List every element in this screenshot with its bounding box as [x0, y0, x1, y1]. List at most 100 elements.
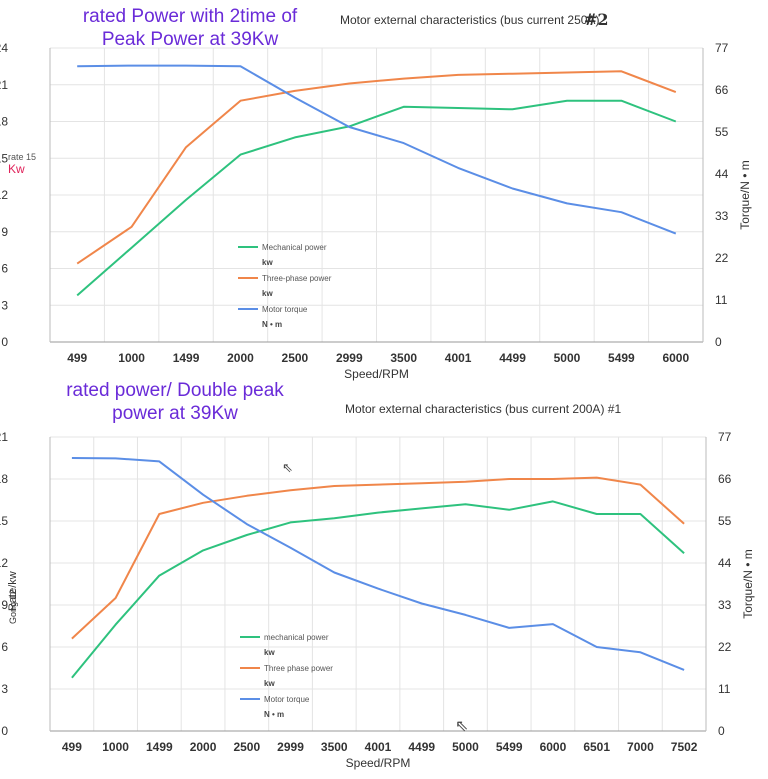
series-line-mechanical-power — [76, 99, 677, 297]
x-tick-label: 5000 — [452, 740, 479, 754]
y-tick-label-left: 24 — [0, 41, 8, 55]
chart-title-bottom: Motor external characteristics (bus curr… — [345, 402, 622, 416]
x-tick-label: 3500 — [390, 351, 417, 365]
y-tick-label-right: 66 — [718, 472, 732, 486]
y-tick-label-left: 18 — [0, 115, 8, 129]
legend-unit: kw — [264, 648, 275, 657]
x-tick-label: 5000 — [554, 351, 581, 365]
y-tick-label-right: 66 — [715, 83, 729, 97]
y-tick-label-right: 33 — [715, 209, 729, 223]
x-tick-label: 1499 — [146, 740, 173, 754]
y-axis-label-right: Torque/N • m — [741, 549, 755, 619]
x-tick-label: 1000 — [118, 351, 145, 365]
x-tick-label: 2000 — [227, 351, 254, 365]
x-axis-label: Speed/RPM — [346, 756, 411, 770]
y-tick-label-left: 3 — [1, 298, 8, 312]
annotation-top: rated Power with 2time of Peak Power at … — [60, 6, 320, 52]
y-axis-label-left: Gong 12 — [8, 589, 18, 624]
y-tick-label-left: 0 — [1, 724, 8, 738]
chart-tag-top: #2 — [584, 10, 609, 29]
series-line-three-phase-power — [71, 476, 685, 640]
legend-label: Mechanical power — [262, 243, 327, 252]
chart-svg-bottom: 0 3 6 9 12 15 18 21 0 11 22 33 44 55 66 77 499 1000 1499 20… — [0, 430, 755, 770]
x-tick-label: 2500 — [233, 740, 260, 754]
y-tick-label-right: 22 — [718, 640, 732, 654]
y-tick-label-left: 18 — [0, 472, 8, 486]
x-tick-label: 6000 — [540, 740, 567, 754]
chart-panel-bottom: rated power/ Double peak power at 39Kw M… — [0, 380, 768, 779]
y-tick-label-left: 0 — [1, 335, 8, 349]
y-tick-label-right: 33 — [718, 598, 732, 612]
x-tick-label: 2999 — [336, 351, 363, 365]
x-tick-label: 499 — [62, 740, 82, 754]
y-tick-label-right: 0 — [718, 724, 725, 738]
chart-svg-top: 0 3 6 9 12 15 18 21 24 0 11 22 33 44 55 66 77 499 1000 1499… — [0, 41, 752, 381]
legend-label: Motor torque — [262, 305, 308, 314]
x-tick-label: 499 — [67, 351, 87, 365]
chart-title-top: Motor external characteristics (bus curr… — [340, 13, 600, 27]
legend-unit: kw — [262, 258, 273, 267]
x-tick-label: 6000 — [662, 351, 689, 365]
y-tick-label-left: 3 — [1, 682, 8, 696]
y-tick-label-right: 55 — [715, 125, 729, 139]
x-tick-label: 7000 — [627, 740, 654, 754]
legend-label: Motor torque — [264, 695, 310, 704]
y-tick-label-right: 77 — [718, 430, 732, 444]
y-tick-label-left: 9 — [1, 598, 8, 612]
x-tick-label: 2500 — [282, 351, 309, 365]
annotation-bottom-line-1: rated power/ Double peak — [66, 380, 284, 401]
annotation-top-line-2: Peak Power at 39Kw — [101, 28, 279, 50]
x-tick-label: 5499 — [608, 351, 635, 365]
y-tick-label-left: 21 — [0, 430, 8, 444]
series-line-motor-torque — [77, 64, 677, 235]
y-axis-label-left: rate 15 — [8, 152, 36, 162]
y-tick-label-right: 44 — [715, 167, 729, 181]
x-tick-label: 4001 — [365, 740, 392, 754]
series-line-motor-torque — [71, 457, 685, 671]
y-axis-label-left: Rate/kw — [7, 571, 19, 611]
x-tick-label: 7502 — [671, 740, 698, 754]
y-tick-label-right: 55 — [718, 514, 732, 528]
x-tick-label: 3500 — [321, 740, 348, 754]
y-tick-label-right: 11 — [715, 293, 728, 307]
mouse-cursor-icon: ⇖ — [455, 718, 469, 735]
legend-unit: kw — [262, 289, 273, 298]
y-tick-label-left: 9 — [1, 225, 8, 239]
x-tick-label: 1499 — [173, 351, 200, 365]
y-axis-label-right: Torque/N • m — [738, 160, 752, 230]
x-tick-label: 4499 — [499, 351, 526, 365]
x-tick-label: 6501 — [583, 740, 610, 754]
series-line-three-phase-power — [76, 70, 677, 265]
x-tick-label: 4001 — [445, 351, 472, 365]
y-tick-label-left: 6 — [1, 262, 8, 276]
y-tick-label-right: 22 — [715, 251, 729, 265]
legend-label: Three-phase power — [262, 274, 332, 283]
x-axis-label: Speed/RPM — [344, 367, 409, 381]
x-tick-label: 1000 — [102, 740, 129, 754]
y-tick-label-left: 15 — [0, 514, 8, 528]
y-tick-label-left: 12 — [0, 556, 8, 570]
legend-label: Three phase power — [264, 664, 333, 673]
x-tick-label: 2000 — [190, 740, 217, 754]
x-tick-label: 5499 — [496, 740, 523, 754]
legend-unit: N • m — [262, 320, 282, 329]
mouse-cursor-icon: ⇖ — [282, 460, 293, 475]
legend-unit: kw — [264, 679, 275, 688]
legend-label: mechanical power — [264, 633, 329, 642]
y-tick-label-right: 44 — [718, 556, 732, 570]
y-axis-label-left: Kw — [8, 162, 25, 176]
chart-panel-top: rated Power with 2time of Peak Power at … — [0, 0, 768, 385]
x-tick-label: 4499 — [408, 740, 435, 754]
annotation-bottom-line-2: power at 39Kw — [112, 402, 238, 424]
x-tick-label: 2999 — [277, 740, 304, 754]
legend-unit: N • m — [264, 710, 284, 719]
y-tick-label-right: 11 — [718, 682, 731, 696]
y-tick-label-left: 15 — [0, 151, 8, 165]
y-tick-label-left: 6 — [1, 640, 8, 654]
y-tick-label-left: 21 — [0, 78, 8, 92]
annotation-top-line-1: rated Power with 2time of — [82, 6, 298, 27]
series-line-mechanical-power — [71, 500, 685, 679]
y-tick-label-right: 0 — [715, 335, 722, 349]
annotation-bottom: rated power/ Double peak power at 39Kw — [40, 380, 310, 426]
y-tick-label-left: 12 — [0, 188, 8, 202]
